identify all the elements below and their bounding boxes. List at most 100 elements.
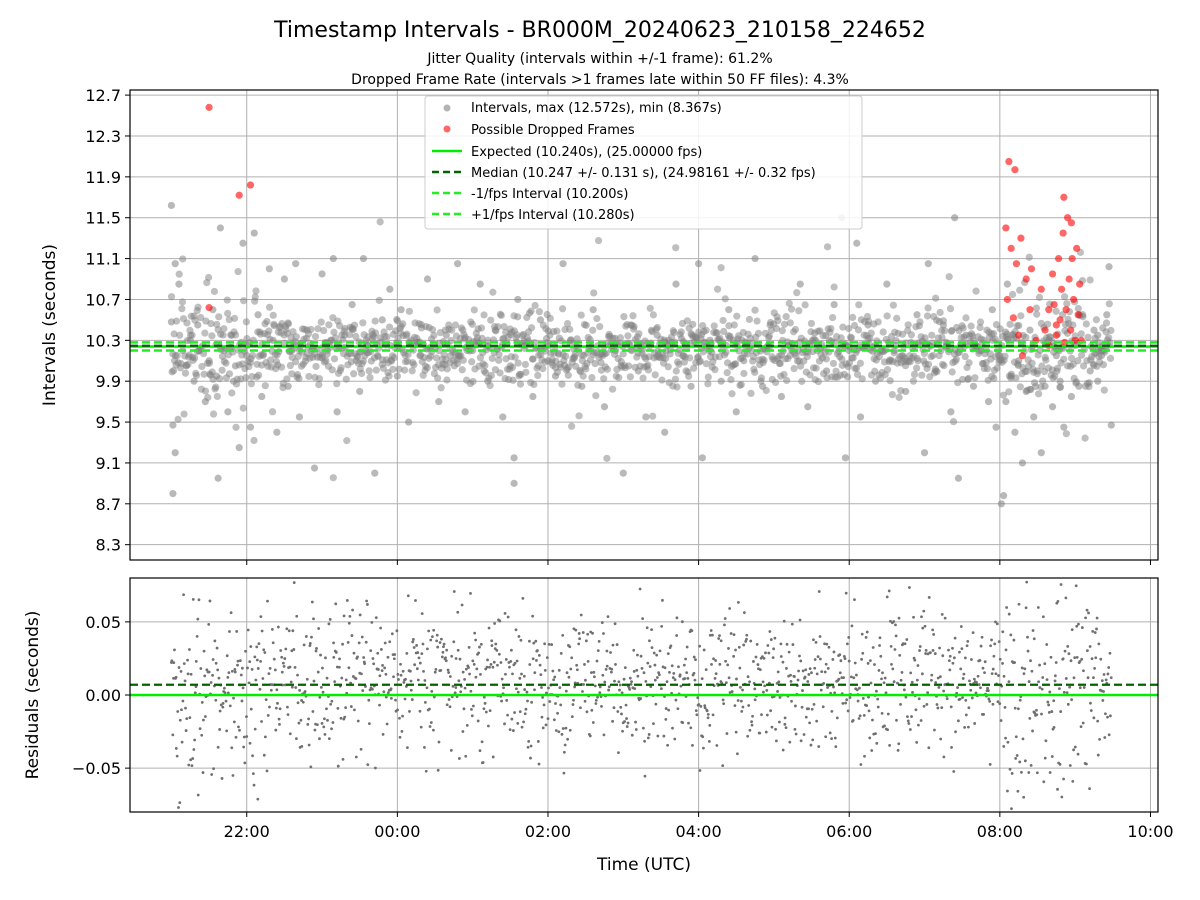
residual-point bbox=[634, 728, 638, 731]
residual-point bbox=[1048, 771, 1052, 774]
residual-point bbox=[353, 708, 356, 712]
dropped-frame-point bbox=[1018, 352, 1027, 360]
residual-point bbox=[754, 655, 758, 659]
residual-point bbox=[671, 676, 675, 679]
legend-label-median: Median (10.247 +/- 0.131 s), (24.98161 +… bbox=[471, 166, 816, 181]
residual-point bbox=[638, 587, 642, 591]
interval-point bbox=[315, 380, 323, 389]
residual-point bbox=[321, 666, 324, 670]
residual-point bbox=[613, 679, 616, 683]
residual-point bbox=[1004, 648, 1008, 652]
interval-point bbox=[335, 322, 344, 330]
interval-point bbox=[728, 390, 736, 398]
residual-point bbox=[1002, 674, 1006, 678]
residual-point bbox=[848, 696, 852, 699]
residual-point bbox=[320, 721, 324, 725]
interval-point bbox=[582, 321, 590, 329]
residual-point bbox=[1057, 687, 1061, 691]
residual-point bbox=[730, 690, 734, 693]
residual-point bbox=[198, 727, 202, 731]
residual-point bbox=[416, 651, 420, 654]
interval-point bbox=[175, 270, 183, 278]
residual-point bbox=[642, 671, 646, 675]
residual-point bbox=[312, 617, 315, 621]
residual-point bbox=[199, 667, 203, 670]
interval-point bbox=[679, 352, 688, 360]
residual-point bbox=[613, 622, 617, 626]
residual-point bbox=[310, 600, 314, 604]
interval-point bbox=[320, 326, 328, 335]
interval-point bbox=[530, 380, 538, 389]
residual-point bbox=[172, 676, 175, 680]
residual-point bbox=[1090, 657, 1094, 661]
interval-point bbox=[212, 383, 220, 391]
residual-point bbox=[972, 677, 976, 681]
interval-point bbox=[280, 275, 288, 283]
residual-point bbox=[721, 764, 725, 768]
residual-point bbox=[210, 773, 214, 776]
interval-point bbox=[325, 321, 333, 329]
residual-point bbox=[1050, 755, 1054, 758]
residual-point bbox=[810, 707, 814, 711]
interval-point bbox=[169, 489, 177, 498]
residual-point bbox=[1052, 699, 1056, 703]
residual-point bbox=[824, 662, 828, 666]
residual-point bbox=[705, 709, 709, 713]
interval-point bbox=[823, 243, 832, 251]
interval-point bbox=[423, 275, 432, 283]
residual-point bbox=[449, 748, 453, 752]
residual-point bbox=[1010, 772, 1014, 775]
residual-point bbox=[1107, 733, 1111, 737]
interval-point bbox=[790, 364, 798, 373]
residual-point bbox=[1009, 633, 1013, 637]
interval-point bbox=[510, 479, 518, 487]
residual-point bbox=[783, 716, 787, 720]
residual-point bbox=[975, 680, 978, 684]
interval-point bbox=[965, 359, 973, 367]
interval-point bbox=[265, 303, 274, 311]
interval-point bbox=[459, 356, 467, 364]
residual-point bbox=[974, 691, 978, 695]
residual-point bbox=[1020, 770, 1023, 774]
residual-point bbox=[708, 633, 712, 637]
residual-point bbox=[323, 717, 326, 721]
residual-point bbox=[607, 688, 610, 692]
residual-point bbox=[1072, 748, 1075, 752]
interval-point bbox=[328, 366, 336, 374]
interval-point bbox=[777, 392, 786, 401]
residual-point bbox=[295, 737, 298, 741]
residual-point bbox=[442, 642, 446, 646]
interval-point bbox=[972, 287, 980, 295]
residual-point bbox=[987, 697, 991, 701]
residual-point bbox=[964, 713, 968, 717]
residual-point bbox=[767, 651, 771, 655]
residual-point bbox=[861, 651, 865, 655]
interval-point bbox=[964, 374, 973, 382]
interval-point bbox=[904, 321, 912, 329]
residual-point bbox=[211, 658, 215, 661]
residual-point bbox=[260, 720, 263, 723]
interval-point bbox=[1017, 312, 1025, 320]
interval-point bbox=[303, 326, 311, 334]
interval-point bbox=[924, 260, 932, 268]
interval-point bbox=[481, 361, 489, 369]
dropped-frame-point bbox=[1060, 193, 1068, 201]
residual-point bbox=[361, 689, 365, 692]
residual-point bbox=[789, 673, 792, 677]
residual-point bbox=[1082, 669, 1085, 673]
residual-point bbox=[763, 684, 767, 688]
interval-point bbox=[760, 356, 768, 364]
residual-point bbox=[692, 671, 696, 675]
residual-point bbox=[405, 651, 409, 655]
residual-point bbox=[240, 666, 244, 670]
residual-point bbox=[664, 717, 668, 721]
residual-point bbox=[1045, 678, 1049, 682]
residual-point bbox=[533, 671, 537, 675]
residual-point bbox=[892, 680, 896, 684]
residual-point bbox=[717, 637, 721, 640]
interval-point bbox=[999, 391, 1007, 399]
interval-point bbox=[888, 391, 896, 399]
residual-point bbox=[734, 730, 738, 734]
interval-point bbox=[528, 324, 536, 332]
residual-point bbox=[877, 669, 881, 672]
